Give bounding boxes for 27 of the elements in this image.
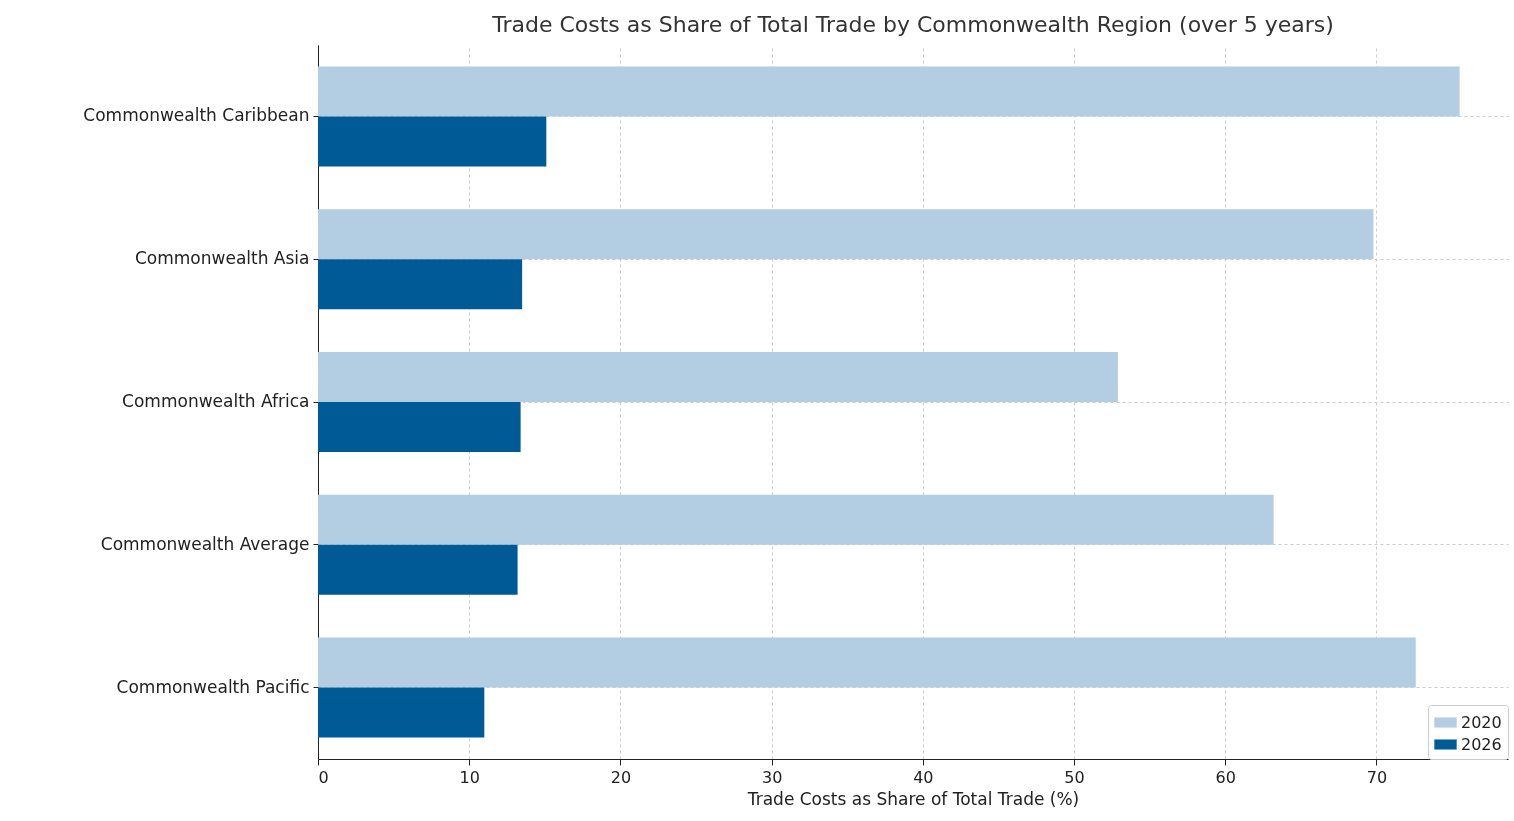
y-tick-label: Commonwealth Average bbox=[100, 533, 310, 554]
x-tick-label: 70 bbox=[1366, 767, 1388, 787]
x-tick-label: 0 bbox=[318, 767, 329, 787]
y-tick-label: Commonwealth Africa bbox=[122, 391, 310, 411]
x-tick-label: 10 bbox=[459, 767, 480, 787]
x-tick-label: 40 bbox=[913, 767, 934, 787]
bar bbox=[318, 116, 547, 167]
y-tick-label: Commonwealth Asia bbox=[134, 248, 310, 269]
bar bbox=[318, 494, 1274, 545]
x-axis-title: Trade Costs as Share of Total Trade (%) bbox=[746, 788, 1080, 809]
legend-label: 2020 bbox=[1461, 712, 1502, 732]
x-tick-label: 20 bbox=[610, 767, 632, 787]
y-tick-label: Commonwealth Caribbean bbox=[83, 105, 310, 126]
bar bbox=[318, 66, 1460, 117]
y-tick-label: Commonwealth Pacific bbox=[116, 676, 310, 697]
bar bbox=[318, 687, 485, 738]
bar bbox=[318, 209, 1374, 260]
bar bbox=[318, 637, 1416, 688]
chart-title: Trade Costs as Share of Total Trade by Commonwealth Region (over 5 years) bbox=[491, 12, 1334, 37]
bar bbox=[318, 352, 1118, 402]
bar bbox=[318, 402, 521, 452]
x-tick-label: 60 bbox=[1215, 767, 1236, 787]
x-tick-label: 30 bbox=[761, 767, 783, 787]
x-tick-label: 50 bbox=[1064, 767, 1085, 787]
bar bbox=[318, 544, 518, 595]
legend-label: 2026 bbox=[1461, 734, 1502, 754]
bar bbox=[318, 259, 523, 310]
